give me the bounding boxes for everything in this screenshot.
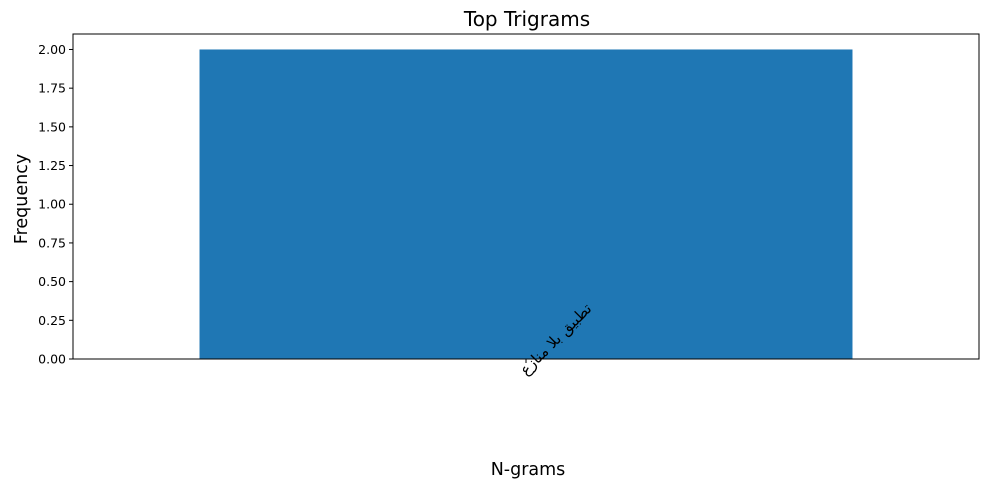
y-tick-label: 0.25 [38,313,66,328]
y-tick-label: 1.50 [38,119,66,134]
bar-0 [199,49,853,359]
y-tick-label: 1.25 [38,158,66,173]
chart-title: Top Trigrams [463,7,590,31]
axes-frame [72,33,980,360]
y-axis-ticks: 0.00 0.25 0.50 0.75 1.00 1.25 1.50 1.75 2.00 [38,42,73,367]
y-tick-label: 0.00 [38,352,66,367]
y-tick-label: 0.50 [38,274,66,289]
plot-area [199,49,853,359]
x-axis-label: N-grams [491,460,566,480]
y-tick-label: 1.75 [38,81,66,96]
y-axis-label: Frequency [12,154,32,244]
y-tick-label: 2.00 [38,42,66,57]
y-tick-label: 0.75 [38,235,66,250]
y-tick-label: 1.00 [38,197,66,212]
